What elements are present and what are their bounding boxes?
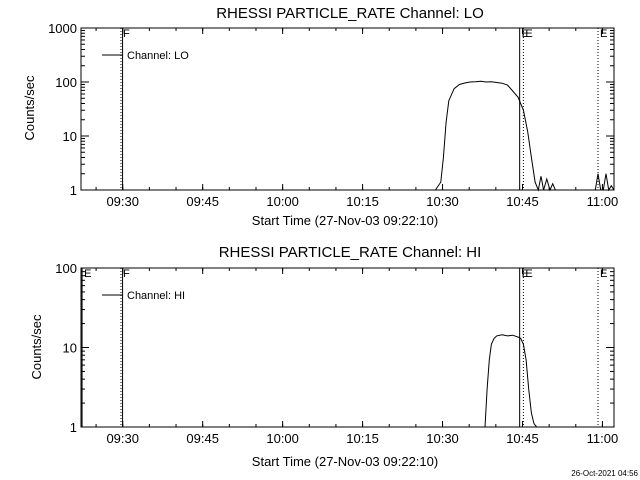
chart-2-xlabel: Start Time (27-Nov-03 09:22:10) [252, 454, 438, 469]
chart-1-x-tick-label: 10:15 [346, 194, 379, 209]
chart-1-marker-label: E [600, 28, 607, 40]
chart-1-x-tick-label: 11:00 [587, 194, 619, 209]
chart-2-marker-label: E [525, 268, 532, 280]
chart-2-x-tick-label: 09:30 [106, 431, 139, 446]
chart-2-marker-label: E [600, 268, 607, 280]
chart-2-ylabel: Counts/sec [29, 314, 44, 380]
chart-1-legend-label: Channel: LO [127, 50, 189, 62]
chart-2-marker-label: E [84, 268, 91, 280]
chart-2-panel: 09:30 09:45 10:00 10:15 10:30 10:45 11:00 1 10 10… [55, 261, 618, 446]
chart-2-x-tick-label: 10:30 [426, 431, 459, 446]
chart-1-x-tick-label: 10:30 [426, 194, 459, 209]
timestamp: 26-Oct-2021 04:56 [571, 469, 638, 478]
chart-2-x-tick-label: 10:45 [506, 431, 539, 446]
chart-2-y-tick-label: 100 [55, 261, 77, 276]
chart-1-x-tick-label: 10:45 [506, 194, 539, 209]
chart-1-x-tick-label: 10:00 [266, 194, 299, 209]
chart-2-title: RHESSI PARTICLE_RATE Channel: HI [219, 244, 482, 261]
chart-1-x-tick-label: 09:45 [186, 194, 219, 209]
chart-1-y-tick-label: 1000 [48, 21, 77, 36]
chart-1-marker-label: F [123, 28, 130, 40]
chart-1-y-tick-label: 100 [55, 75, 77, 90]
chart-2-marker-label: E [522, 268, 529, 280]
chart-2-x-tick-label: 11:00 [587, 431, 619, 446]
chart-1-title: RHESSI PARTICLE_RATE Channel: LO [216, 5, 484, 22]
chart-2-series-line [484, 334, 538, 428]
chart-1-series-line [434, 80, 615, 192]
chart-2-legend-label: Channel: HI [127, 290, 185, 302]
chart-2-x-tick-label: 10:00 [266, 431, 299, 446]
chart-2-marker-label: F [123, 268, 130, 280]
chart-2-y-tick-label: 10 [63, 341, 77, 356]
chart-1-xlabel: Start Time (27-Nov-03 09:22:10) [252, 213, 438, 228]
chart-1-y-tick-label: 10 [63, 129, 77, 144]
chart-1-ylabel: Counts/sec [22, 75, 37, 141]
chart-1-marker-label: E [525, 28, 532, 40]
chart-1-marker-label: E [522, 28, 529, 40]
chart-1-frame [80, 27, 615, 191]
chart-2-x-tick-label: 10:15 [346, 431, 379, 446]
chart-1-x-tick-label: 09:30 [106, 194, 139, 209]
chart-1-y-tick-label: 1 [70, 183, 77, 198]
chart-2-y-tick-label: 1 [70, 420, 77, 435]
chart-1-panel: 09:30 09:45 10:00 10:15 10:30 10:45 11:00 1 10 10… [48, 21, 618, 209]
chart-2-x-tick-label: 09:45 [186, 431, 219, 446]
